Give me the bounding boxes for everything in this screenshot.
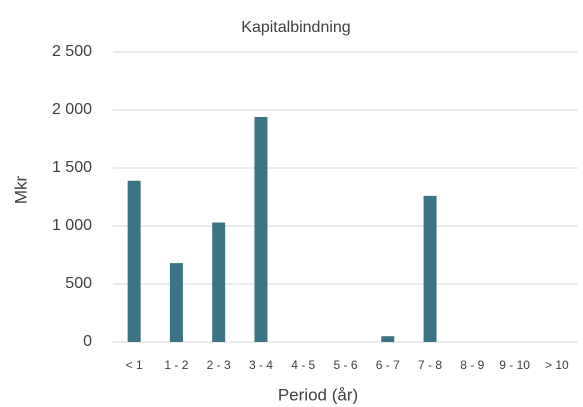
x-tick-label: 5 - 6 — [333, 358, 357, 372]
bar — [381, 336, 395, 342]
bar — [423, 195, 437, 342]
x-tick-label: > 10 — [545, 358, 569, 372]
x-tick-label: 3 - 4 — [249, 358, 273, 372]
x-axis-label: Period (år) — [278, 385, 358, 404]
bar — [127, 180, 141, 342]
y-tick-label: 2 000 — [52, 101, 92, 118]
y-tick-label: 1 500 — [52, 159, 92, 176]
x-tick-label: < 1 — [126, 358, 143, 372]
bar — [254, 116, 268, 343]
x-tick-label: 7 - 8 — [418, 358, 442, 372]
y-axis-label: Mkr — [11, 176, 30, 205]
x-tick-label: 1 - 2 — [164, 358, 188, 372]
y-tick-label: 2 500 — [52, 43, 92, 60]
y-tick-label: 1 000 — [52, 217, 92, 234]
x-tick-label: 4 - 5 — [291, 358, 315, 372]
bar — [169, 263, 183, 342]
x-tick-label: 9 - 10 — [499, 358, 530, 372]
x-tick-label: 8 - 9 — [460, 358, 484, 372]
bar — [212, 222, 226, 342]
y-tick-label: 0 — [83, 333, 92, 350]
x-tick-label: 6 - 7 — [376, 358, 400, 372]
chart-title: Kapitalbindning — [241, 19, 350, 36]
x-tick-label: 2 - 3 — [207, 358, 231, 372]
y-tick-label: 500 — [65, 275, 92, 292]
